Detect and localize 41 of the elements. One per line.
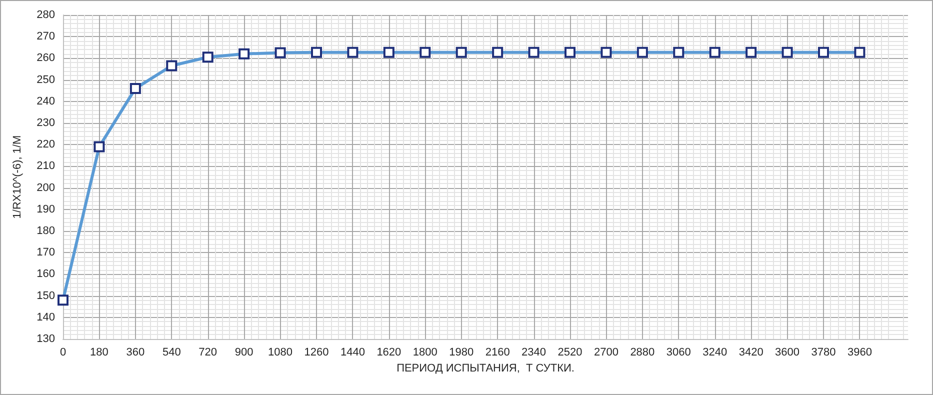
y-tick-label: 270: [36, 30, 55, 43]
y-tick-label: 280: [36, 9, 55, 21]
y-tick-label: 240: [36, 95, 55, 108]
y-tick-label: 180: [36, 225, 55, 237]
x-tick-label: 2700: [594, 346, 618, 358]
x-tick-label: 2160: [485, 346, 510, 358]
x-tick-label: 1080: [268, 346, 293, 358]
x-tick-label: 1260: [304, 346, 329, 358]
x-tick-label: 1800: [412, 346, 438, 358]
x-tick-label: 3240: [702, 346, 728, 358]
x-tick-label: 2880: [630, 346, 655, 358]
x-tick-label: 3960: [847, 346, 872, 358]
y-tick-label: 210: [36, 160, 55, 172]
x-tick-label: 2520: [558, 346, 582, 358]
x-tick-label: 720: [198, 346, 218, 358]
x-tick-label: 2340: [522, 346, 546, 358]
y-tick-label: 250: [36, 74, 55, 86]
y-tick-label: 200: [36, 182, 55, 194]
y-tick-label: 130: [36, 333, 55, 345]
y-axis-title: 1/RX10^(-6), 1/M: [12, 135, 24, 219]
y-tick-label: 150: [36, 290, 55, 302]
y-tick-label: 190: [36, 203, 55, 216]
x-tick-label: 1440: [340, 346, 365, 358]
x-tick-label: 1980: [449, 346, 474, 358]
x-tick-label: 360: [126, 346, 145, 358]
y-tick-label: 170: [36, 246, 55, 259]
y-tick-label: 160: [36, 268, 55, 280]
x-axis-title: ПЕРИОД ИСПЫТАНИЯ, Т СУТКИ.: [396, 362, 574, 374]
x-tick-label: 3420: [738, 346, 764, 358]
y-tick-label: 260: [36, 52, 55, 64]
y-tick-label: 140: [36, 311, 55, 324]
y-tick-label: 230: [36, 117, 55, 129]
x-tick-label: 540: [162, 346, 181, 358]
x-tick-label: 1620: [376, 346, 402, 358]
x-tick-label: 3060: [666, 346, 691, 358]
x-tick-label: 900: [234, 346, 254, 358]
x-tick-label: 3780: [811, 346, 836, 358]
x-tick-label: 0: [60, 346, 66, 358]
y-tick-label: 220: [36, 138, 55, 151]
x-tick-label: 3600: [775, 346, 800, 358]
x-tick-label: 180: [90, 346, 108, 358]
